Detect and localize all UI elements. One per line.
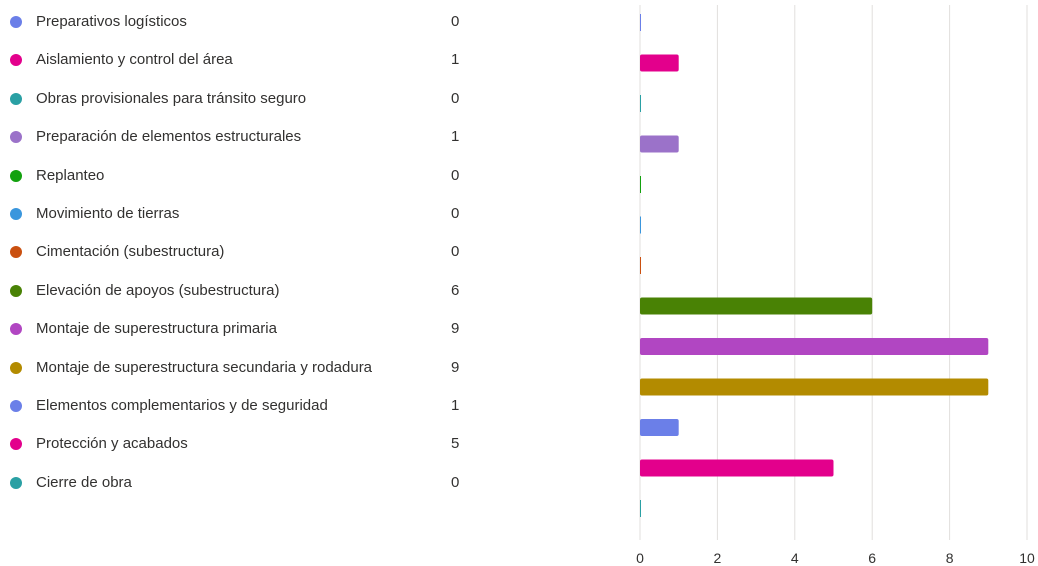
legend-label: Aislamiento y control del área <box>36 51 233 69</box>
legend-count: 0 <box>451 473 460 491</box>
legend-label: Obras provisionales para tránsito seguro <box>36 89 307 107</box>
legend-item: Obras provisionales para tránsito seguro… <box>0 88 480 110</box>
legend-dot-icon <box>10 284 22 297</box>
legend-count: 9 <box>451 358 460 376</box>
legend-dot-icon <box>10 131 22 144</box>
legend-dot-icon <box>10 16 22 28</box>
bar <box>640 378 989 396</box>
legend-dot-icon <box>10 361 22 374</box>
bar <box>640 257 641 274</box>
x-tick-label: 6 <box>868 550 876 566</box>
legend-label: Protección y acabados <box>36 435 188 453</box>
legend-item: Elevación de apoyos (subestructura) 6 <box>0 280 480 302</box>
legend-count: 1 <box>451 128 460 146</box>
x-tick-label: 4 <box>791 550 799 566</box>
legend-dot-icon <box>10 208 22 220</box>
legend-item: Replanteo 0 <box>0 165 480 187</box>
bar <box>640 338 989 355</box>
legend-item: Cimentación (subestructura) 0 <box>0 241 480 263</box>
legend-label: Cierre de obra <box>36 473 132 491</box>
x-tick-label: 2 <box>714 550 722 566</box>
bar <box>640 176 641 193</box>
legend-dot-icon <box>10 54 22 67</box>
legend-count: 0 <box>451 243 460 261</box>
legend-dot-icon <box>10 438 22 451</box>
legend-count: 9 <box>451 320 460 338</box>
legend-dot-icon <box>10 246 22 259</box>
bar <box>640 500 641 517</box>
bar <box>640 135 679 153</box>
x-tick-label: 8 <box>946 550 954 566</box>
bars <box>640 14 989 517</box>
legend-item: Protección y acabados 5 <box>0 433 480 455</box>
legend-item: Montaje de superestructura secundaria y … <box>0 357 480 379</box>
legend-count: 0 <box>451 89 460 107</box>
legend-label: Preparativos logísticos <box>36 13 187 30</box>
legend-item: Elementos complementarios y de seguridad… <box>0 395 480 417</box>
legend-label: Elementos complementarios y de seguridad <box>36 397 328 414</box>
legend-count: 6 <box>451 281 460 299</box>
legend-item: Movimiento de tierras 0 <box>0 203 480 225</box>
legend-dot-icon <box>10 476 22 489</box>
legend-dot-icon <box>10 169 22 182</box>
legend-count: 5 <box>451 435 460 453</box>
bar <box>640 95 641 112</box>
legend-count: 0 <box>451 205 460 222</box>
bar <box>640 14 641 31</box>
legend-count: 1 <box>451 397 460 414</box>
legend-dot-icon <box>10 323 22 336</box>
legend-label: Preparación de elementos estructurales <box>36 128 302 146</box>
legend-label: Montaje de superestructura secundaria y … <box>36 358 373 376</box>
x-axis-ticks: 0 2 4 6 8 10 <box>636 550 1035 566</box>
legend-dot-icon <box>10 400 22 412</box>
bar <box>640 459 834 477</box>
bar <box>640 297 873 315</box>
bar <box>640 216 641 234</box>
legend-item: Preparativos logísticos 0 <box>0 11 480 33</box>
legend-item: Aislamiento y control del área 1 <box>0 49 480 71</box>
bar <box>640 54 679 72</box>
bar <box>640 419 679 436</box>
legend-label: Cimentación (subestructura) <box>36 243 225 261</box>
x-tick-label: 0 <box>636 550 644 566</box>
legend-count: 0 <box>451 166 460 184</box>
legend-dot-icon <box>10 92 22 105</box>
legend-item: Montaje de superestructura primaria 9 <box>0 318 480 340</box>
chart-legend: Preparativos logísticos 0 Aislamiento y co… <box>0 0 480 500</box>
legend-label: Montaje de superestructura primaria <box>36 320 277 338</box>
legend-count: 0 <box>451 13 460 30</box>
legend-label: Elevación de apoyos (subestructura) <box>36 281 280 299</box>
x-tick-label: 10 <box>1019 550 1035 566</box>
legend-label: Replanteo <box>36 166 105 184</box>
legend-label: Movimiento de tierras <box>36 205 180 222</box>
legend-count: 1 <box>451 51 460 69</box>
legend-item: Cierre de obra 0 <box>0 472 480 494</box>
legend-item: Preparación de elementos estructurales 1 <box>0 126 480 148</box>
